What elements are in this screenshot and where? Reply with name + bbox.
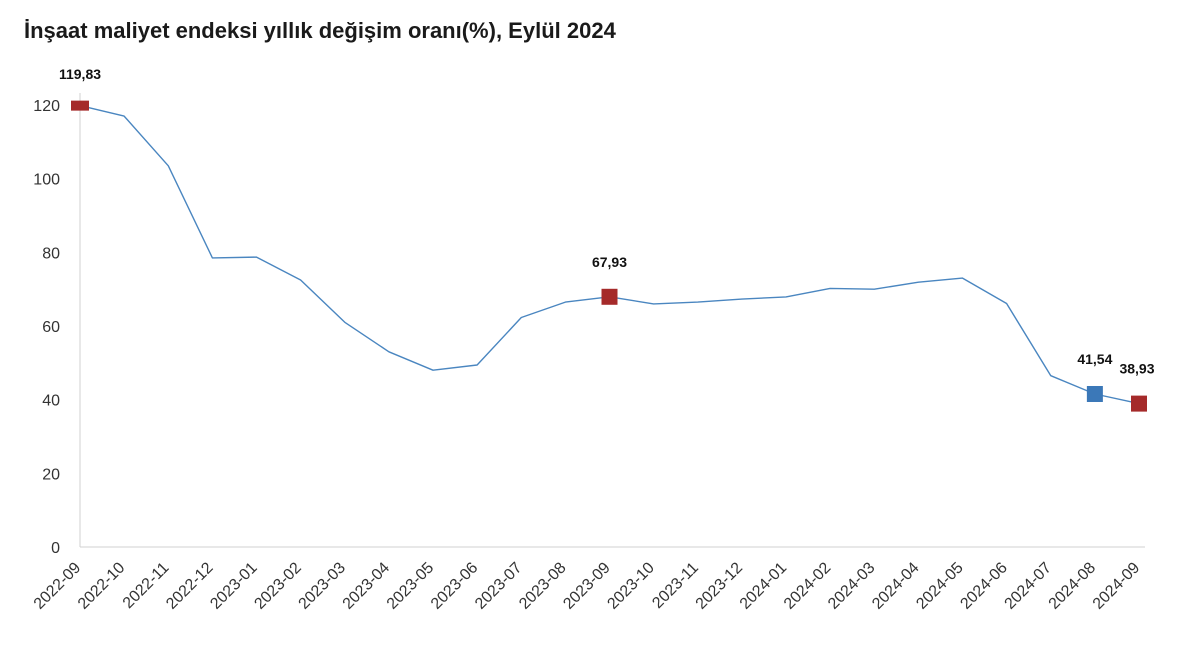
data-label: 67,93 — [592, 254, 627, 270]
x-tick-label: 2023-03 — [296, 559, 350, 613]
x-tick-label: 2023-11 — [649, 559, 702, 612]
data-point-marker — [1086, 385, 1103, 402]
x-tick-label: 2022-12 — [163, 559, 217, 613]
y-axis-ticks: 0 20 40 60 80 100 120 — [33, 98, 60, 557]
data-point-marker — [1131, 395, 1147, 412]
data-point-marker — [71, 100, 89, 111]
marker-layer: 119,83 67,93 41,54 38,93 — [59, 66, 1155, 412]
x-tick-label: 2023-07 — [472, 559, 526, 613]
x-tick-label: 2023-10 — [604, 559, 658, 613]
x-tick-label: 2023-05 — [384, 559, 438, 613]
x-tick-label: 2024-05 — [913, 559, 967, 613]
x-axis-ticks: 2022-092022-102022-112022-122023-012023-… — [31, 559, 1144, 613]
y-tick-label: 20 — [42, 466, 60, 483]
y-tick-label: 0 — [51, 540, 60, 557]
x-tick-label: 2023-12 — [693, 559, 747, 613]
x-tick-label: 2023-02 — [251, 559, 305, 613]
x-tick-label: 2024-09 — [1090, 559, 1144, 613]
y-tick-label: 80 — [42, 245, 60, 262]
x-tick-label: 2023-04 — [340, 559, 394, 613]
x-tick-label: 2022-10 — [75, 559, 129, 613]
chart-axes — [79, 93, 1145, 548]
y-tick-label: 120 — [33, 98, 60, 115]
data-label: 119,83 — [59, 66, 101, 82]
y-tick-label: 40 — [42, 393, 60, 410]
x-tick-label: 2024-07 — [1002, 559, 1056, 613]
x-tick-label: 2024-04 — [869, 559, 923, 613]
y-tick-label: 60 — [42, 319, 60, 336]
x-tick-label: 2024-06 — [957, 559, 1011, 613]
chart-title: İnşaat maliyet endeksi yıllık değişim or… — [24, 18, 616, 43]
x-tick-label: 2024-02 — [781, 559, 835, 613]
x-tick-label: 2024-03 — [825, 559, 879, 613]
y-tick-label: 100 — [33, 172, 60, 189]
x-tick-label: 2022-09 — [31, 559, 85, 613]
data-label: 41,54 — [1077, 351, 1112, 367]
x-tick-label: 2023-09 — [560, 559, 614, 613]
x-tick-label: 2024-08 — [1046, 559, 1100, 613]
x-tick-label: 2022-11 — [120, 559, 173, 612]
data-point-marker — [601, 288, 618, 305]
x-tick-label: 2023-06 — [428, 559, 482, 613]
x-tick-label: 2023-01 — [207, 559, 261, 613]
x-tick-label: 2024-01 — [737, 559, 791, 613]
data-label: 38,93 — [1119, 361, 1154, 377]
x-tick-label: 2023-08 — [516, 559, 570, 613]
